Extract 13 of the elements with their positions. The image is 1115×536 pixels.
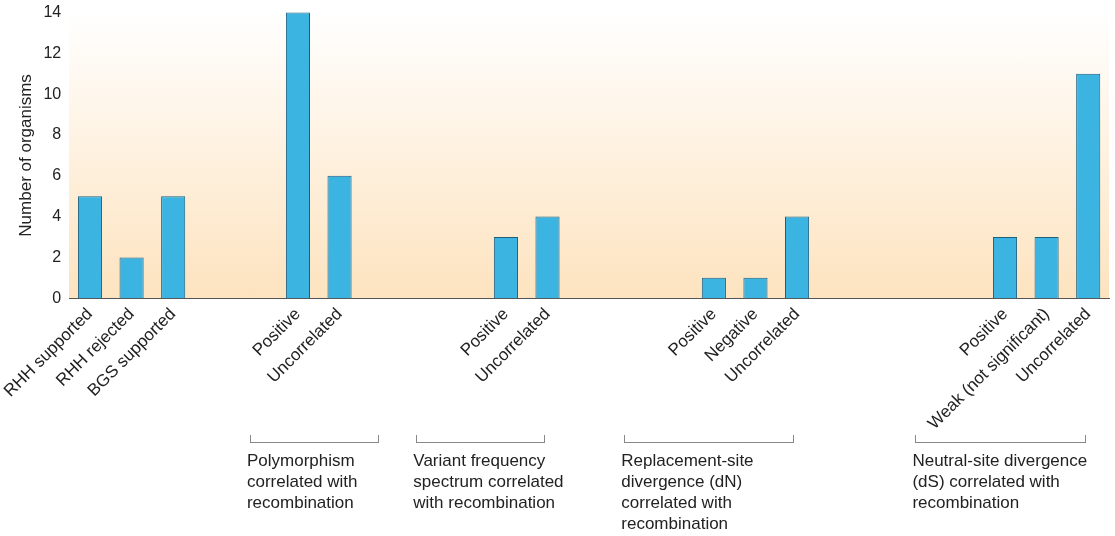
y-tick-label: 14 xyxy=(43,3,62,21)
text: Replacement-site divergence (dN) correlated with recombination xyxy=(621,450,755,534)
y-tick-label: 12 xyxy=(43,43,62,61)
y-tick-label: 10 xyxy=(43,84,62,102)
y-axis-title: Number of organisms xyxy=(15,74,35,237)
y-tick-label: 8 xyxy=(52,125,62,143)
text: Neutral-site divergence (dS) correlated with recombination xyxy=(912,450,1089,513)
y-tick-label: 4 xyxy=(52,207,62,225)
y-tick-label: 2 xyxy=(52,247,62,265)
text: Polymorphism correlated with recombination xyxy=(246,450,359,513)
y-tick-label: 0 xyxy=(52,288,62,306)
y-tick-label: 6 xyxy=(52,166,62,184)
text: Variant frequency spectrum correlated with recombination xyxy=(413,450,565,513)
